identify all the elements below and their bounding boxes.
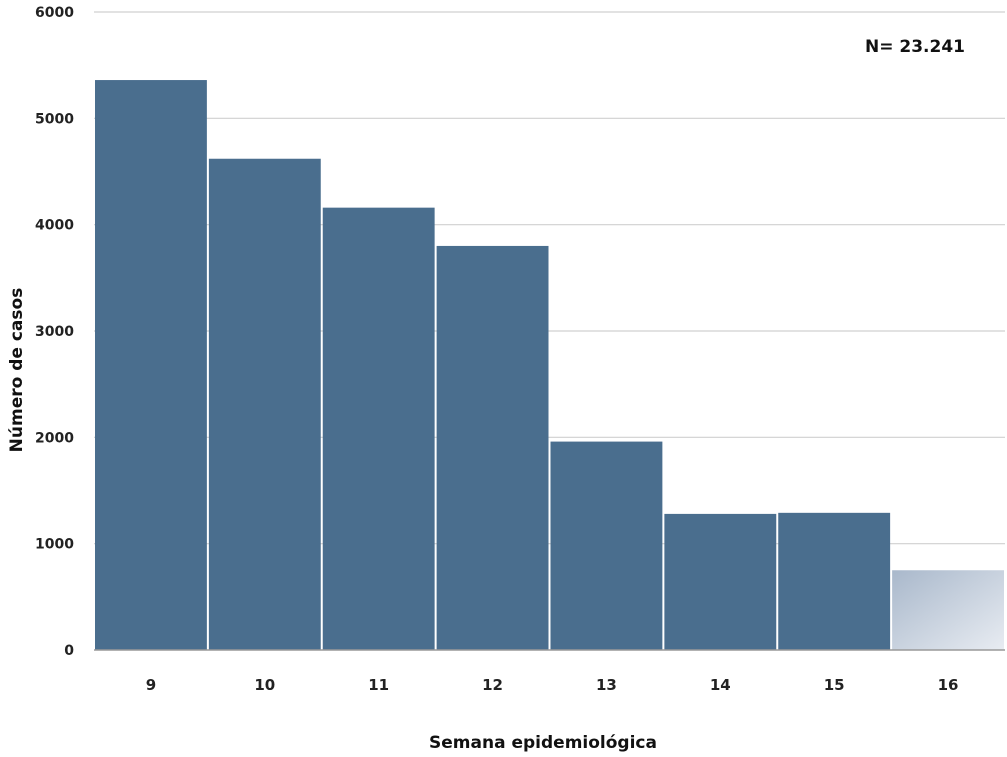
y-tick-label: 5000 bbox=[35, 111, 74, 127]
y-tick-label: 2000 bbox=[35, 430, 74, 446]
x-tick-label: 10 bbox=[254, 676, 275, 694]
x-tick-label: 15 bbox=[824, 676, 845, 694]
bar-week-14 bbox=[664, 513, 777, 650]
bar-week-15 bbox=[778, 512, 891, 650]
x-tick-label: 16 bbox=[938, 676, 959, 694]
bars bbox=[95, 80, 1004, 651]
y-tick-label: 1000 bbox=[35, 537, 74, 553]
bar-week-11 bbox=[322, 207, 435, 651]
y-tick-label: 6000 bbox=[35, 5, 74, 21]
y-axis-ticks: 0 1000 2000 3000 4000 5000 6000 bbox=[35, 5, 74, 659]
x-tick-label: 14 bbox=[710, 676, 731, 694]
x-tick-label: 13 bbox=[596, 676, 617, 694]
sample-size-annotation: N= 23.241 bbox=[865, 37, 965, 57]
x-tick-label: 11 bbox=[368, 676, 389, 694]
y-tick-label: 0 bbox=[64, 643, 74, 659]
y-tick-label: 3000 bbox=[35, 324, 74, 340]
x-axis-ticks: 9 10 11 12 13 14 15 16 bbox=[146, 676, 959, 694]
bar-week-12 bbox=[436, 245, 549, 650]
bar-week-13 bbox=[550, 441, 663, 650]
x-tick-label: 12 bbox=[482, 676, 503, 694]
x-axis-title: Semana epidemiológica bbox=[429, 733, 657, 753]
y-axis-title: Número de casos bbox=[7, 288, 27, 453]
bar-week-16 bbox=[892, 570, 1004, 650]
bar-week-10 bbox=[208, 158, 321, 651]
bar-week-9 bbox=[95, 80, 207, 650]
y-tick-label: 4000 bbox=[35, 218, 74, 234]
x-tick-label: 9 bbox=[146, 676, 156, 694]
